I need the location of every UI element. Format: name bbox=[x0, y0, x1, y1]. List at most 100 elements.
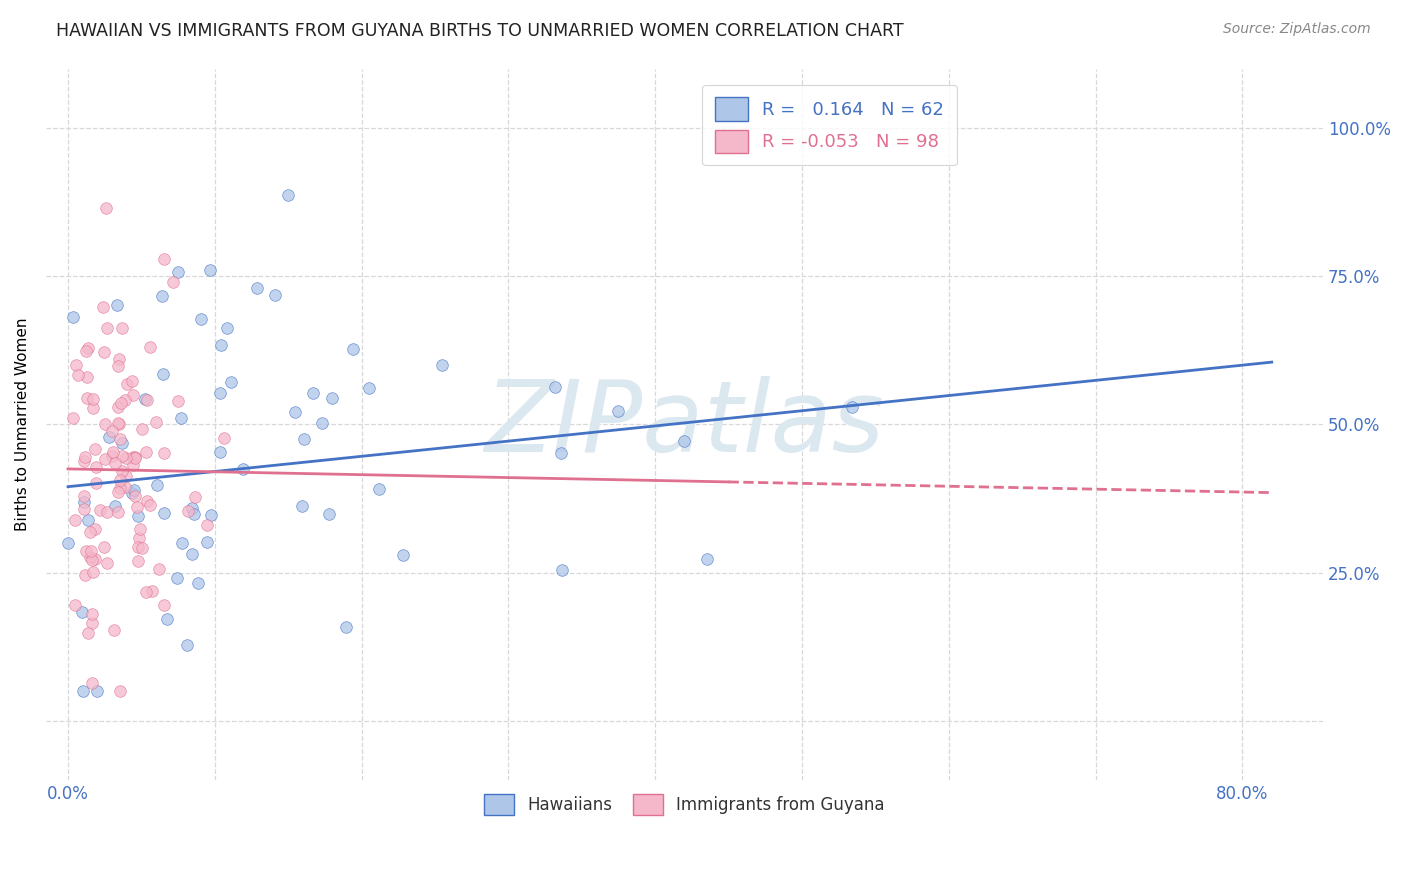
Point bbox=[108, 432, 131, 446]
Point bbox=[58, 536, 80, 550]
Point bbox=[135, 585, 157, 599]
Point bbox=[121, 458, 143, 472]
Point bbox=[76, 626, 98, 640]
Point bbox=[209, 445, 232, 459]
Point bbox=[66, 368, 89, 383]
Point bbox=[73, 450, 96, 465]
Point bbox=[245, 281, 267, 295]
Point bbox=[127, 541, 149, 555]
Point bbox=[86, 684, 108, 698]
Point bbox=[131, 421, 153, 435]
Point bbox=[342, 342, 364, 356]
Point bbox=[152, 252, 174, 266]
Point bbox=[145, 415, 167, 429]
Point bbox=[121, 486, 143, 500]
Point bbox=[104, 500, 127, 514]
Point bbox=[170, 410, 193, 425]
Point bbox=[291, 500, 314, 514]
Point bbox=[215, 321, 238, 335]
Point bbox=[125, 500, 148, 515]
Point bbox=[75, 344, 97, 359]
Point bbox=[368, 482, 391, 496]
Point bbox=[107, 505, 129, 519]
Point bbox=[97, 430, 120, 444]
Point bbox=[107, 417, 129, 431]
Point bbox=[82, 615, 104, 630]
Point bbox=[124, 489, 146, 503]
Point bbox=[131, 541, 153, 556]
Point bbox=[136, 494, 159, 508]
Point bbox=[96, 556, 118, 570]
Point bbox=[73, 495, 96, 509]
Point bbox=[110, 464, 132, 478]
Point bbox=[180, 500, 202, 515]
Point bbox=[83, 442, 105, 456]
Point bbox=[101, 449, 124, 463]
Point bbox=[318, 507, 340, 521]
Point bbox=[108, 351, 131, 366]
Point bbox=[292, 432, 315, 446]
Point bbox=[80, 544, 103, 558]
Point bbox=[134, 392, 156, 407]
Point bbox=[84, 551, 107, 566]
Point bbox=[105, 298, 128, 312]
Point bbox=[673, 434, 696, 448]
Point bbox=[82, 401, 104, 415]
Point bbox=[152, 368, 174, 382]
Point bbox=[72, 684, 94, 698]
Point bbox=[311, 416, 333, 430]
Point bbox=[82, 565, 104, 579]
Point bbox=[152, 445, 174, 459]
Point bbox=[111, 449, 134, 463]
Point bbox=[146, 477, 169, 491]
Point bbox=[100, 425, 122, 439]
Point bbox=[550, 446, 572, 460]
Point bbox=[181, 547, 204, 561]
Point bbox=[221, 375, 243, 389]
Point bbox=[115, 377, 138, 392]
Point bbox=[82, 392, 104, 406]
Point bbox=[63, 598, 86, 612]
Point bbox=[65, 513, 87, 527]
Point bbox=[114, 480, 136, 494]
Point bbox=[91, 300, 114, 314]
Point bbox=[177, 504, 200, 518]
Point bbox=[166, 571, 188, 585]
Point bbox=[107, 359, 129, 374]
Point bbox=[79, 550, 101, 565]
Point bbox=[73, 568, 96, 582]
Point bbox=[128, 522, 150, 536]
Point bbox=[107, 485, 129, 500]
Point bbox=[122, 450, 145, 464]
Point bbox=[75, 544, 97, 558]
Point bbox=[172, 535, 194, 549]
Point bbox=[108, 417, 131, 431]
Point bbox=[121, 374, 143, 388]
Point bbox=[128, 531, 150, 545]
Point bbox=[696, 552, 718, 566]
Point bbox=[83, 522, 105, 536]
Point bbox=[607, 403, 630, 417]
Point bbox=[80, 552, 103, 566]
Point bbox=[103, 623, 125, 637]
Point bbox=[195, 535, 218, 549]
Point bbox=[62, 411, 84, 425]
Point bbox=[114, 392, 136, 407]
Point bbox=[79, 525, 101, 540]
Point bbox=[93, 540, 115, 554]
Point bbox=[101, 444, 124, 458]
Point bbox=[104, 456, 127, 470]
Point bbox=[65, 359, 87, 373]
Point bbox=[277, 187, 299, 202]
Text: ZIPatlas: ZIPatlas bbox=[485, 376, 884, 473]
Point bbox=[335, 620, 357, 634]
Point bbox=[124, 450, 146, 464]
Point bbox=[94, 201, 117, 215]
Point bbox=[135, 444, 157, 458]
Point bbox=[96, 320, 118, 334]
Point bbox=[551, 563, 574, 577]
Point bbox=[195, 518, 218, 533]
Point bbox=[183, 508, 205, 522]
Point bbox=[841, 400, 863, 414]
Point bbox=[284, 405, 307, 419]
